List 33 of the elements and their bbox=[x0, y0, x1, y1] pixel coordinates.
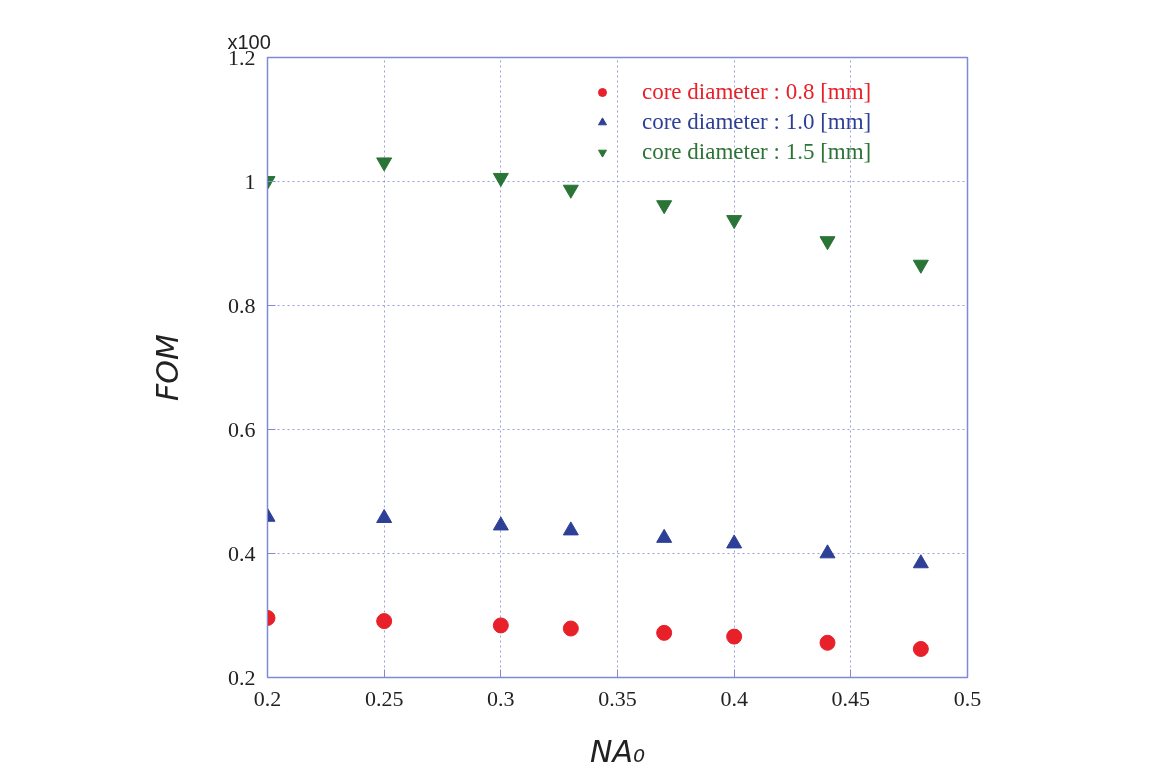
y-tick-label: 0.2 bbox=[228, 664, 256, 690]
x-tick-label: 0.45 bbox=[831, 685, 871, 711]
point bbox=[726, 215, 743, 230]
legend-label: core diameter : 1.0 [mm] bbox=[642, 109, 872, 135]
point bbox=[912, 554, 929, 569]
point bbox=[492, 617, 509, 634]
x-tick-label: 0.3 bbox=[487, 685, 515, 711]
y-axis-title: FOM bbox=[150, 334, 185, 401]
point bbox=[492, 172, 509, 187]
x-tick-label: 0.25 bbox=[364, 685, 404, 711]
x-tick-label: 0.2 bbox=[253, 685, 282, 711]
point bbox=[912, 259, 929, 274]
point bbox=[376, 157, 393, 172]
point bbox=[819, 634, 836, 651]
legend-label: core diameter : 0.8 [mm] bbox=[642, 79, 872, 105]
point bbox=[376, 613, 393, 630]
point bbox=[819, 544, 836, 559]
point bbox=[656, 200, 673, 215]
x-tick-label: 0.4 bbox=[720, 685, 748, 711]
x-tick-label: 0.5 bbox=[953, 685, 982, 711]
point bbox=[726, 628, 743, 645]
y-tick-label: 1 bbox=[244, 168, 256, 194]
point bbox=[656, 624, 673, 641]
point bbox=[819, 236, 836, 251]
y-tick-label: 0.6 bbox=[228, 416, 256, 442]
point bbox=[562, 184, 579, 199]
x-tick-label: 0.35 bbox=[598, 685, 637, 711]
point bbox=[562, 620, 579, 637]
y-tick-label: 0.4 bbox=[228, 540, 256, 566]
x-axis-title: NA₀ bbox=[590, 733, 645, 769]
point bbox=[912, 640, 929, 657]
legend-label: core diameter : 1.5 [mm] bbox=[642, 139, 872, 165]
y-tick-label: 0.8 bbox=[228, 292, 256, 318]
